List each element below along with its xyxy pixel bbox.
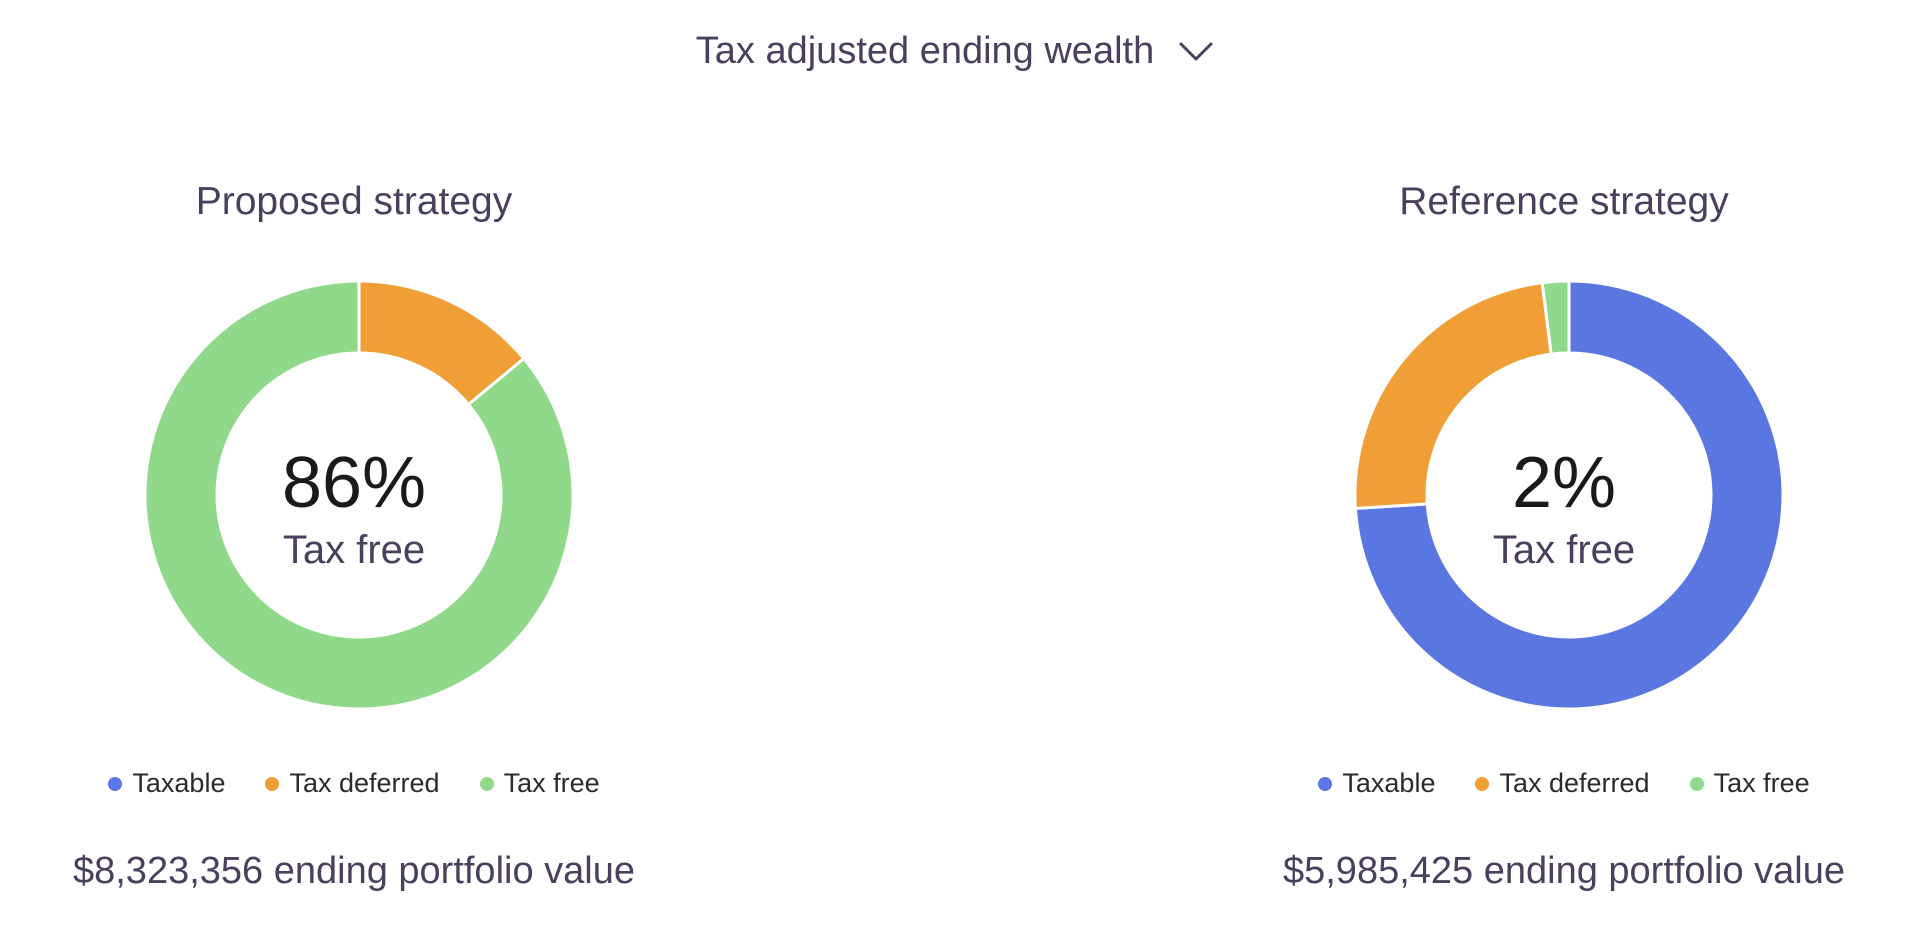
legend-label: Tax free	[1713, 768, 1810, 798]
legend-item-taxable[interactable]: Taxable	[1318, 768, 1435, 799]
legend-dot-tax-free	[1689, 776, 1704, 791]
proposed-strategy-panel: Proposed strategy 86% Tax free Taxable T…	[4, 170, 704, 910]
center-label: Tax free	[282, 528, 426, 572]
legend: Taxable Tax deferred Tax free	[4, 768, 704, 799]
legend-dot-tax-free	[479, 776, 494, 791]
center-percentage: 2%	[1511, 443, 1617, 523]
legend-dot-taxable	[108, 776, 123, 791]
donut-slice-tax-deferred[interactable]	[1354, 281, 1553, 510]
legend-item-tax-free[interactable]: Tax free	[479, 768, 600, 799]
legend-dot-tax-deferred	[265, 776, 280, 791]
panel-title: Reference strategy	[1399, 180, 1729, 223]
legend-label: Tax deferred	[1499, 768, 1650, 798]
chart-header: Tax adjusted ending wealth	[0, 30, 1912, 73]
legend-dot-tax-deferred	[1475, 776, 1490, 791]
donut-chart	[1354, 280, 1784, 710]
legend-dot-taxable	[1318, 776, 1333, 791]
donut-slice-tax-free[interactable]	[144, 280, 574, 710]
legend-label: Taxable	[1342, 768, 1436, 798]
ending-portfolio-value: $5,985,425 ending portfolio value	[1282, 850, 1845, 892]
legend: Taxable Tax deferred Tax free	[1214, 768, 1912, 799]
legend-item-tax-deferred[interactable]: Tax deferred	[265, 768, 440, 799]
ending-portfolio-value: $8,323,356 ending portfolio value	[72, 850, 635, 892]
chevron-down-icon[interactable]	[1176, 32, 1216, 72]
donut-slice-tax-free[interactable]	[1540, 280, 1571, 356]
center-percentage: 86%	[281, 443, 427, 523]
legend-label: Tax deferred	[289, 768, 440, 798]
legend-label: Taxable	[132, 768, 226, 798]
legend-item-tax-deferred[interactable]: Tax deferred	[1475, 768, 1650, 799]
legend-label: Tax free	[503, 768, 600, 798]
legend-item-tax-free[interactable]: Tax free	[1689, 768, 1810, 799]
center-label: Tax free	[1492, 528, 1636, 572]
panel-title: Proposed strategy	[195, 180, 513, 223]
donut-chart	[144, 280, 574, 710]
reference-strategy-panel: Reference strategy 2% Tax free Taxable T…	[1214, 170, 1912, 910]
legend-item-taxable[interactable]: Taxable	[108, 768, 225, 799]
chart-selector-title[interactable]: Tax adjusted ending wealth	[695, 30, 1155, 72]
donut-slice-taxable[interactable]	[1354, 280, 1784, 710]
